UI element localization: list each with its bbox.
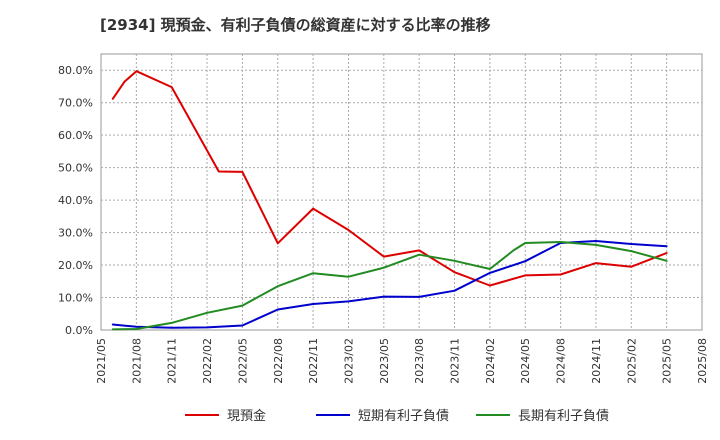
grid-layer: [101, 54, 702, 330]
chart-title: [2934] 現預金、有利子負債の総資産に対する比率の推移: [100, 16, 491, 34]
series-line: [111, 241, 668, 331]
y-tick-label: 50.0%: [58, 162, 93, 175]
x-tick-label: 2021/08: [130, 338, 143, 384]
legend-label: 短期有利子負債: [358, 409, 449, 424]
x-tick-label: 2025/02: [625, 338, 638, 384]
x-tick-label: 2024/11: [590, 338, 603, 384]
x-tick-label: 2021/05: [95, 338, 108, 384]
y-tick-label: 10.0%: [58, 292, 93, 305]
x-tick-label: 2023/02: [342, 338, 355, 384]
y-tick-label: 40.0%: [58, 194, 93, 207]
x-tick-label: 2023/11: [449, 338, 462, 384]
x-tick-label: 2023/05: [378, 338, 391, 384]
x-tick-label: 2025/08: [696, 338, 709, 384]
x-axis: 2021/05 2021/08 2021/11 2022/02 2022/05 2022/…: [95, 338, 709, 384]
series-layer: [111, 70, 668, 331]
x-tick-label: 2022/02: [201, 338, 214, 384]
x-tick-label: 2022/11: [307, 338, 320, 384]
y-tick-label: 30.0%: [58, 227, 93, 240]
y-tick-label: 0.0%: [65, 324, 93, 337]
x-tick-label: 2022/08: [272, 338, 285, 384]
y-axis: 0.0% 10.0% 20.0% 30.0% 40.0% 50.0% 60.0% 70.0% 8…: [58, 64, 93, 337]
y-tick-label: 20.0%: [58, 259, 93, 272]
series-line: [111, 70, 668, 287]
plot-area: [100, 53, 703, 331]
x-tick-label: 2024/05: [519, 338, 532, 384]
y-tick-label: 70.0%: [58, 97, 93, 110]
x-tick-label: 2025/05: [661, 338, 674, 384]
legend: 現預金 短期有利子負債 長期有利子負債: [185, 408, 609, 424]
legend-label: 現預金: [227, 408, 266, 424]
y-tick-label: 60.0%: [58, 129, 93, 142]
x-tick-label: 2021/11: [166, 338, 179, 384]
x-tick-label: 2022/05: [236, 338, 249, 384]
x-tick-label: 2024/02: [484, 338, 497, 384]
x-tick-label: 2023/08: [413, 338, 426, 384]
legend-label: 長期有利子負債: [518, 409, 609, 424]
x-tick-label: 2024/08: [555, 338, 568, 384]
y-tick-label: 80.0%: [58, 64, 93, 77]
